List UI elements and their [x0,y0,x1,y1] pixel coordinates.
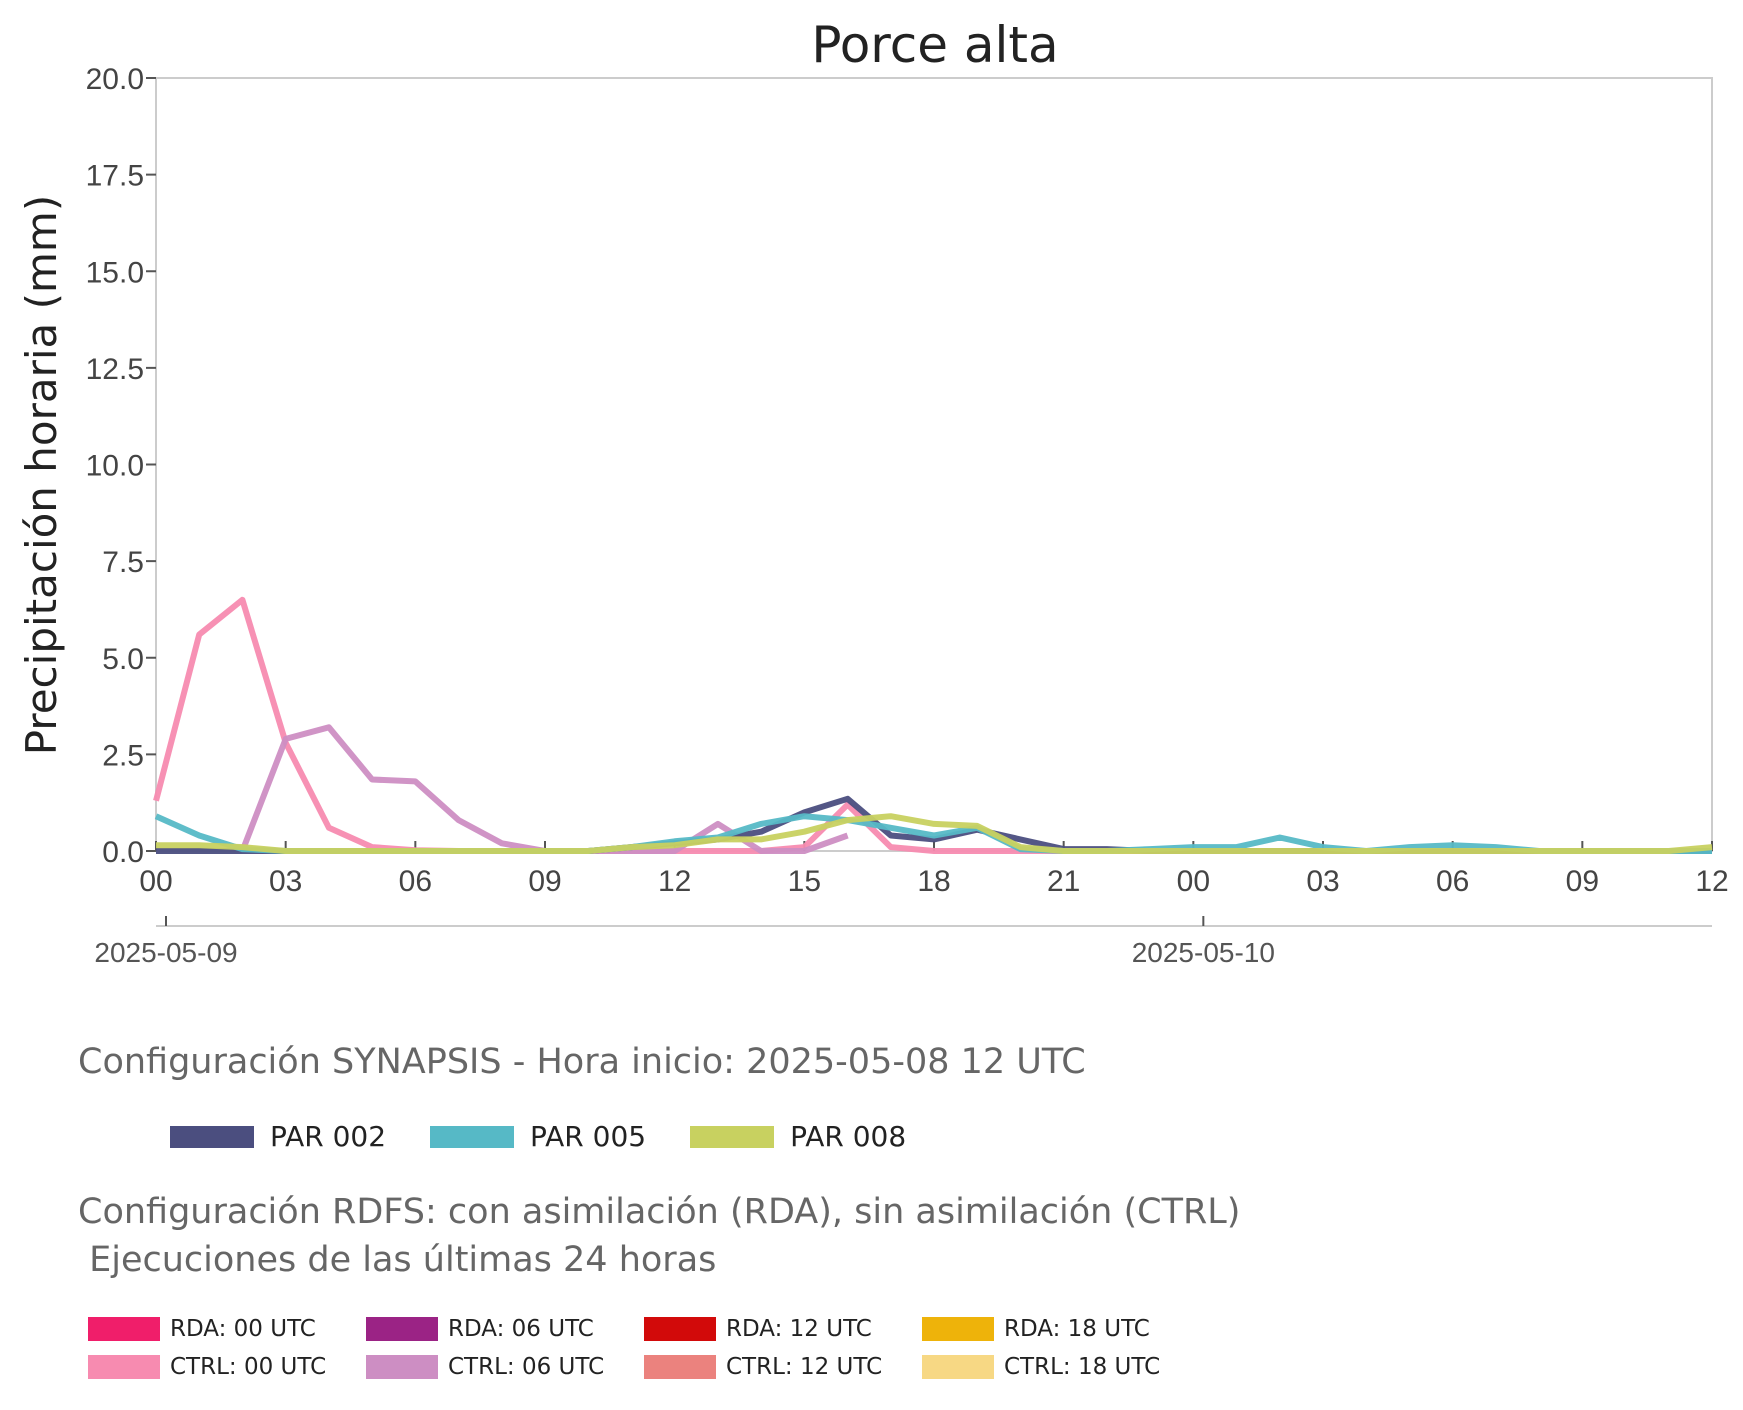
legend-item: RDA: 00 UTC [88,1316,366,1342]
date-labels: 2025-05-09 2025-05-10 [94,916,1275,968]
series-line-par-008 [156,813,1713,854]
legend-label: CTRL: 06 UTC [448,1354,605,1380]
legend-item: CTRL: 18 UTC [922,1354,1200,1380]
x-tick-label: 12 [1695,865,1728,898]
legend-swatch [690,1125,775,1148]
legend-item: RDA: 18 UTC [922,1316,1200,1342]
legend-swatch [430,1125,515,1148]
date-label: 2025-05-10 [1132,937,1275,968]
y-ticks: 0.0 2.5 5.0 7.5 10.0 12.5 15.0 17.5 20.0 [86,63,156,869]
legend-swatch [366,1317,438,1341]
legend-item: PAR 008 [690,1120,906,1153]
series-line-ctrl-00-utc [153,596,1712,854]
x-tick-label: 00 [139,865,172,898]
plot-area [155,77,1713,852]
x-tick-label: 06 [399,865,432,898]
legend-item: PAR 005 [430,1120,646,1153]
date-label: 2025-05-09 [94,937,237,968]
rdfs-legend: RDA: 00 UTC RDA: 06 UTC RDA: 12 UTC RDA: 18… [88,1316,1200,1380]
legend-label: CTRL: 00 UTC [170,1354,327,1380]
legend-swatch [366,1355,438,1379]
legend-swatch [922,1355,994,1379]
x-tick-label: 03 [269,865,302,898]
chart-title: Porce alta [811,16,1058,74]
synapsis-legend: PAR 002 PAR 005 PAR 008 [170,1120,906,1153]
synapsis-legend-title: Configuración SYNAPSIS - Hora inicio: 20… [78,1042,1086,1082]
x-tick-label: 21 [1047,865,1080,898]
legend-swatch [88,1355,160,1379]
y-tick-label: 15.0 [86,256,144,289]
legend-item: CTRL: 06 UTC [366,1354,644,1380]
legend-label: PAR 005 [530,1120,647,1153]
x-tick-label: 06 [1436,865,1469,898]
y-tick-label: 0.0 [102,836,144,869]
legend-swatch [922,1317,994,1341]
y-tick-label: 5.0 [102,643,144,676]
legend-label: CTRL: 12 UTC [726,1354,883,1380]
legend-swatch [644,1355,716,1379]
legend-item: PAR 002 [170,1120,386,1153]
x-tick-label: 09 [1566,865,1599,898]
y-tick-label: 2.5 [102,739,144,772]
legend-label: RDA: 18 UTC [1004,1316,1150,1342]
y-tick-label: 7.5 [102,546,144,579]
x-tick-label: 09 [528,865,561,898]
legend-label: CTRL: 18 UTC [1004,1354,1161,1380]
legend-swatch [170,1125,254,1148]
legend-swatch [88,1317,160,1341]
y-tick-label: 10.0 [86,450,144,483]
legend-item: CTRL: 00 UTC [88,1354,366,1380]
rdfs-legend-title: Configuración RDFS: con asimilación (RDA… [78,1192,1241,1280]
x-tick-label: 03 [1306,865,1339,898]
y-tick-label: 17.5 [86,160,144,193]
x-tick-label: 15 [788,865,821,898]
legend-label: RDA: 00 UTC [170,1316,316,1342]
x-tick-label: 00 [1177,865,1210,898]
series-group [153,596,1713,854]
legend-item: RDA: 12 UTC [644,1316,922,1342]
legend-item: RDA: 06 UTC [366,1316,644,1342]
legend-label: PAR 008 [790,1120,907,1153]
legend-item: CTRL: 12 UTC [644,1354,922,1380]
y-axis-label: Precipitación horaria (mm) [17,195,66,755]
legend-swatch [644,1317,716,1341]
legend-label: RDA: 06 UTC [448,1316,594,1342]
y-tick-label: 12.5 [86,353,144,386]
legend-label: RDA: 12 UTC [726,1316,872,1342]
y-tick-label: 20.0 [86,63,144,96]
x-ticks: 00 03 06 09 12 15 18 21 00 03 06 09 12 [139,841,1729,898]
x-tick-label: 18 [917,865,950,898]
legend-label: PAR 002 [270,1120,387,1153]
x-tick-label: 12 [658,865,691,898]
chart: Porce alta Precipitación horaria (mm) 0.… [17,16,1729,968]
